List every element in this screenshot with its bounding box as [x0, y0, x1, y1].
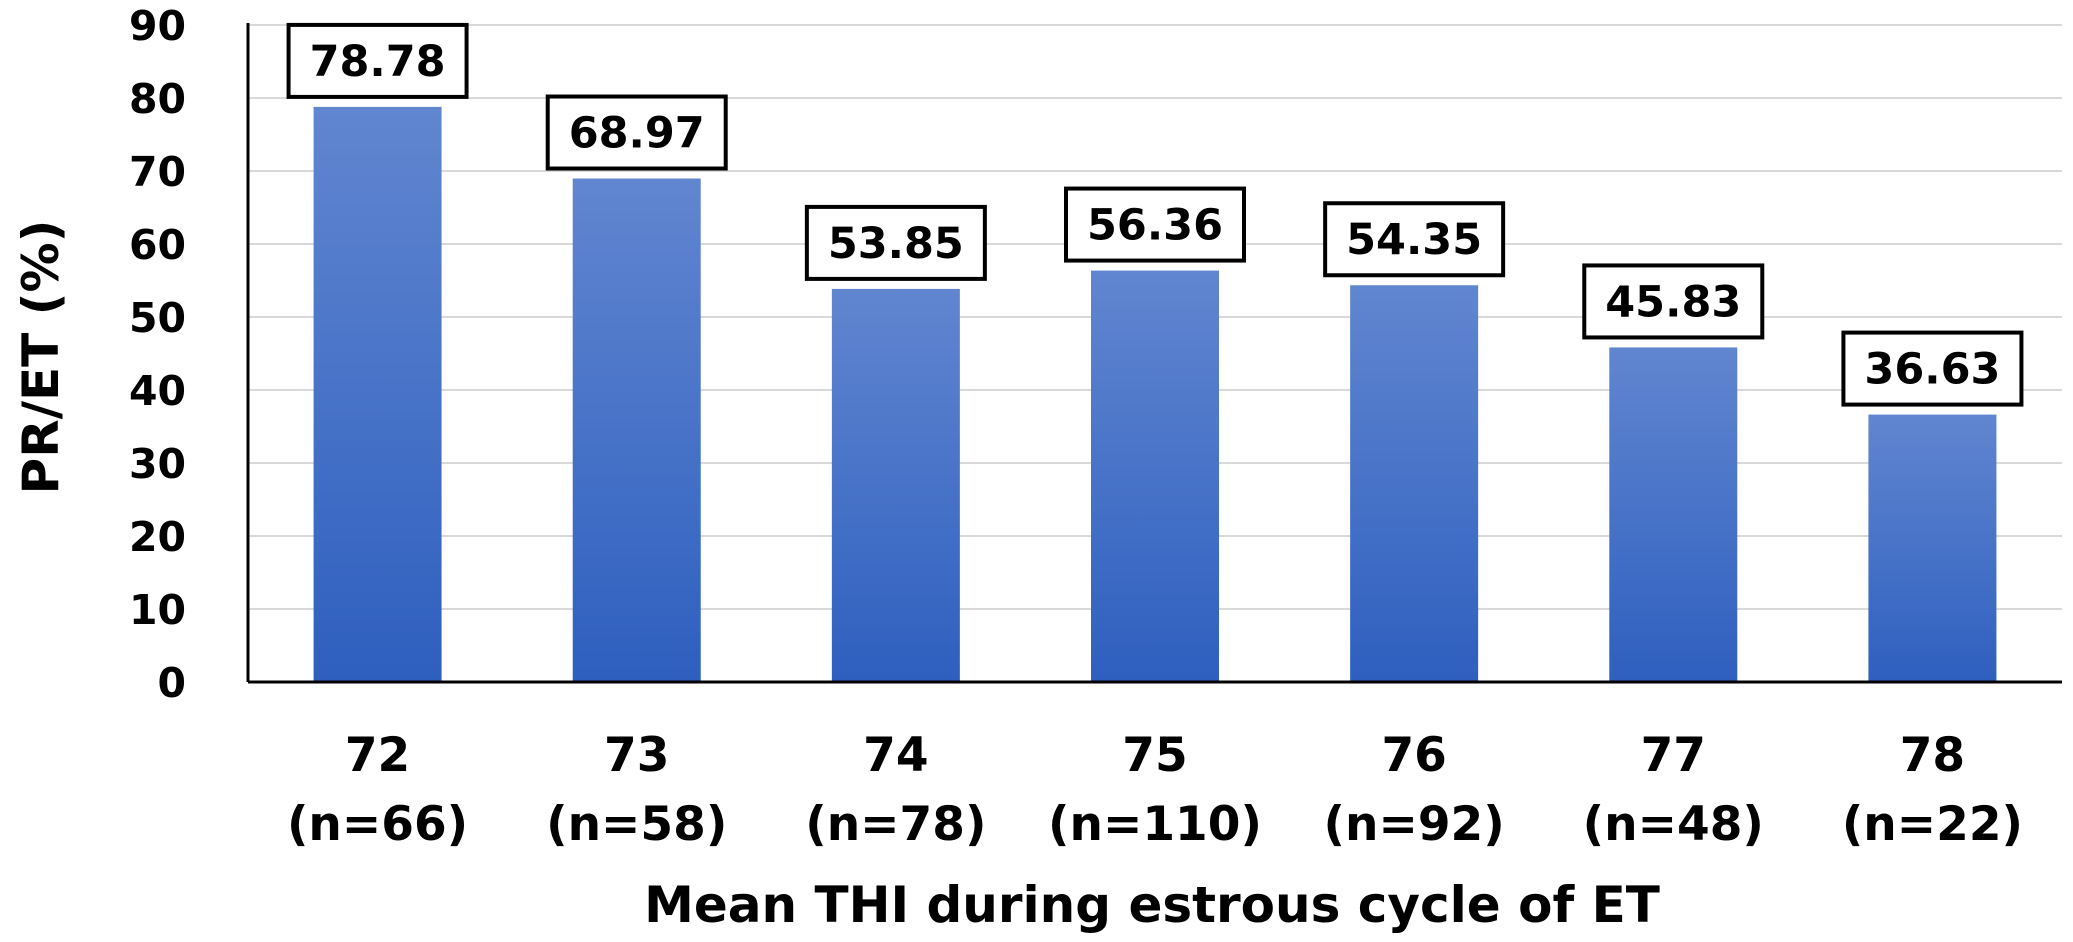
x-tick-sublabel: (n=48): [1583, 797, 1764, 852]
x-tick-label: 77: [1641, 728, 1706, 783]
data-label: 56.36: [1087, 201, 1223, 251]
data-label-box: [1323, 201, 1506, 278]
data-label-box: [1841, 330, 2024, 407]
bar-78: [1868, 414, 1997, 682]
y-tick-label: 90: [129, 2, 186, 50]
bar-74: [831, 288, 960, 682]
x-tick-label: 76: [1381, 728, 1446, 783]
data-label-box: [804, 204, 987, 281]
bar-73: [572, 178, 701, 683]
bar-72: [313, 106, 442, 682]
x-tick-sublabel: (n=58): [546, 797, 727, 852]
y-tick-label: 50: [129, 294, 186, 342]
bars: [313, 106, 1997, 683]
data-label: 68.97: [569, 109, 705, 159]
data-label-box: [286, 22, 469, 99]
bar-75: [1091, 270, 1219, 682]
data-label-box: [545, 94, 728, 171]
y-tick-label: 0: [157, 659, 186, 707]
data-label: 54.35: [1346, 215, 1482, 265]
x-tick-label: 73: [604, 728, 669, 783]
x-axis-title: Mean THI during estrous cycle of ET: [644, 876, 1660, 934]
x-tick-sublabel: (n=110): [1048, 797, 1262, 852]
data-label: 78.78: [310, 37, 446, 87]
bar-77: [1609, 347, 1738, 682]
x-tick-label: 72: [345, 728, 410, 783]
y-tick-label: 20: [129, 513, 186, 561]
x-tick-sublabel: (n=92): [1324, 797, 1505, 852]
data-labels: 78.78 68.97 53.85 56.36 54.35 45.83 36.63: [286, 22, 2024, 407]
data-label-box: [1064, 186, 1246, 263]
axes: [246, 23, 2062, 684]
x-tick-label: 75: [1122, 728, 1187, 783]
x-tick-label: 74: [863, 728, 928, 783]
y-tick-label: 40: [129, 367, 186, 415]
y-tick-label: 80: [129, 75, 186, 123]
y-tick-label: 70: [129, 148, 186, 196]
y-tick-labels: 0 10 20 30 40 50 60 70 80 90: [129, 2, 186, 707]
x-tick-sublabel: (n=22): [1842, 797, 2023, 852]
data-label: 53.85: [828, 219, 964, 269]
data-label: 36.63: [1864, 345, 2000, 395]
data-label-box: [1582, 263, 1765, 340]
x-tick-sublabel: (n=66): [287, 797, 468, 852]
y-tick-label: 60: [129, 221, 186, 269]
y-tick-label: 30: [129, 440, 186, 488]
data-label: 45.83: [1605, 277, 1741, 327]
x-category-labels: 72 (n=66) 73 (n=58) 74 (n=78) 75 (n=110) 76 (n=92…: [287, 728, 2023, 852]
x-tick-label: 78: [1900, 728, 1965, 783]
bar-76: [1350, 285, 1479, 682]
x-tick-sublabel: (n=78): [805, 797, 986, 852]
y-axis-title: PR/ET (%): [12, 220, 70, 495]
y-tick-label: 10: [129, 586, 186, 634]
